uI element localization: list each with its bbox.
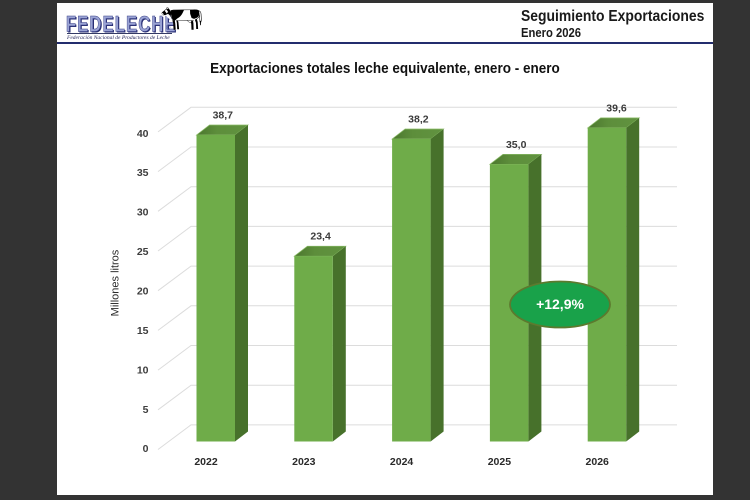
svg-text:23,4: 23,4 — [310, 231, 331, 243]
svg-text:2022: 2022 — [194, 456, 218, 468]
svg-text:Millones litros: Millones litros — [110, 249, 122, 316]
svg-text:2025: 2025 — [488, 456, 512, 468]
svg-text:2023: 2023 — [292, 456, 316, 468]
svg-text:+12,9%: +12,9% — [536, 296, 584, 312]
svg-text:FEDELECHE: FEDELECHE — [67, 13, 178, 37]
svg-text:20: 20 — [137, 286, 149, 298]
svg-text:15: 15 — [137, 325, 149, 337]
svg-text:2024: 2024 — [390, 456, 414, 468]
svg-text:10: 10 — [137, 364, 149, 376]
svg-text:38,7: 38,7 — [213, 110, 234, 122]
svg-text:25: 25 — [137, 246, 149, 258]
svg-text:30: 30 — [137, 207, 149, 219]
svg-text:38,2: 38,2 — [408, 114, 429, 126]
svg-text:35,0: 35,0 — [506, 139, 527, 151]
svg-text:39,6: 39,6 — [606, 102, 627, 114]
svg-text:®: ® — [166, 23, 170, 32]
svg-text:40: 40 — [137, 128, 149, 140]
svg-text:0: 0 — [143, 443, 149, 455]
svg-text:2026: 2026 — [586, 456, 610, 468]
svg-text:5: 5 — [143, 404, 149, 416]
svg-text:35: 35 — [137, 167, 149, 179]
